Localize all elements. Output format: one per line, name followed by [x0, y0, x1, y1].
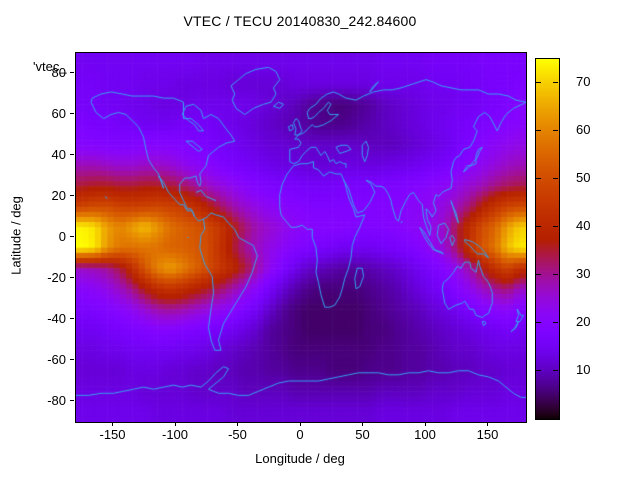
x-tick-mark	[424, 422, 426, 426]
x-tick-mark	[112, 422, 113, 426]
colorbar-tick-label: 60	[576, 122, 591, 137]
y-tick-mark	[70, 359, 74, 360]
y-tick-mark	[70, 318, 74, 319]
y-tick-mark	[70, 113, 74, 114]
colorbar-tick-label: 30	[576, 266, 591, 281]
y-tick-label: -40	[47, 310, 66, 326]
y-tick-label: 20	[51, 187, 66, 203]
y-tick-label: -80	[47, 392, 66, 408]
colorbar	[535, 58, 560, 420]
x-tick-label: -150	[99, 427, 126, 442]
colorbar-tick-mark-left	[536, 273, 541, 275]
colorbar-tick-mark-left	[536, 369, 541, 371]
colorbar-tick-mark-left	[536, 177, 541, 179]
x-tick-mark	[362, 422, 363, 426]
colorbar-tick-label: 40	[576, 218, 591, 233]
colorbar-tick-mark-right	[553, 81, 558, 83]
x-tick-label: -100	[161, 427, 189, 442]
x-tick-mark	[487, 422, 488, 426]
y-tick-label: 40	[51, 146, 66, 162]
colorbar-tick-mark-right	[553, 225, 558, 227]
x-tick-label: 150	[476, 427, 499, 442]
y-tick-label: 80	[51, 64, 66, 80]
colorbar-tick-mark-right	[553, 129, 558, 131]
colorbar-tick-mark-right	[553, 177, 558, 179]
colorbar-tick-mark-left	[536, 81, 541, 83]
colorbar-tick-mark-right	[553, 369, 558, 371]
x-axis-title: Longitude / deg	[255, 451, 345, 466]
colorbar-tick-mark-right	[553, 273, 558, 275]
colorbar-tick-mark-left	[536, 225, 541, 227]
x-tick-mark	[237, 422, 238, 426]
colorbar-tick-label: 10	[576, 362, 591, 377]
colorbar-gradient-canvas	[536, 59, 559, 419]
y-tick-label: -60	[47, 351, 66, 367]
y-tick-label: 60	[51, 105, 66, 121]
y-tick-mark	[70, 154, 74, 155]
x-tick-label: 50	[355, 427, 370, 442]
y-tick-mark	[70, 236, 74, 237]
colorbar-tick-label: 20	[576, 314, 591, 329]
vtec-heatmap-canvas	[76, 53, 526, 422]
plot-area	[75, 52, 527, 423]
chart-title: VTEC / TECU 20140830_242.84600	[183, 13, 417, 29]
y-tick-mark	[70, 400, 74, 401]
colorbar-tick-label: 70	[576, 74, 591, 89]
colorbar-tick-label: 50	[576, 170, 591, 185]
y-tick-mark	[70, 277, 74, 278]
x-tick-label: -50	[228, 427, 247, 442]
y-tick-mark	[70, 72, 74, 73]
x-tick-label: 0	[296, 427, 304, 442]
x-tick-label: 100	[414, 427, 436, 442]
y-tick-mark	[70, 195, 74, 196]
colorbar-tick-mark-left	[536, 129, 541, 131]
colorbar-tick-mark-right	[553, 321, 558, 323]
y-tick-label: 0	[58, 228, 66, 244]
x-tick-mark	[174, 422, 176, 426]
x-tick-mark	[299, 422, 301, 426]
colorbar-tick-mark-left	[536, 321, 541, 323]
y-tick-label: -20	[47, 269, 66, 285]
series-key-label: 'vtec_	[33, 59, 67, 74]
